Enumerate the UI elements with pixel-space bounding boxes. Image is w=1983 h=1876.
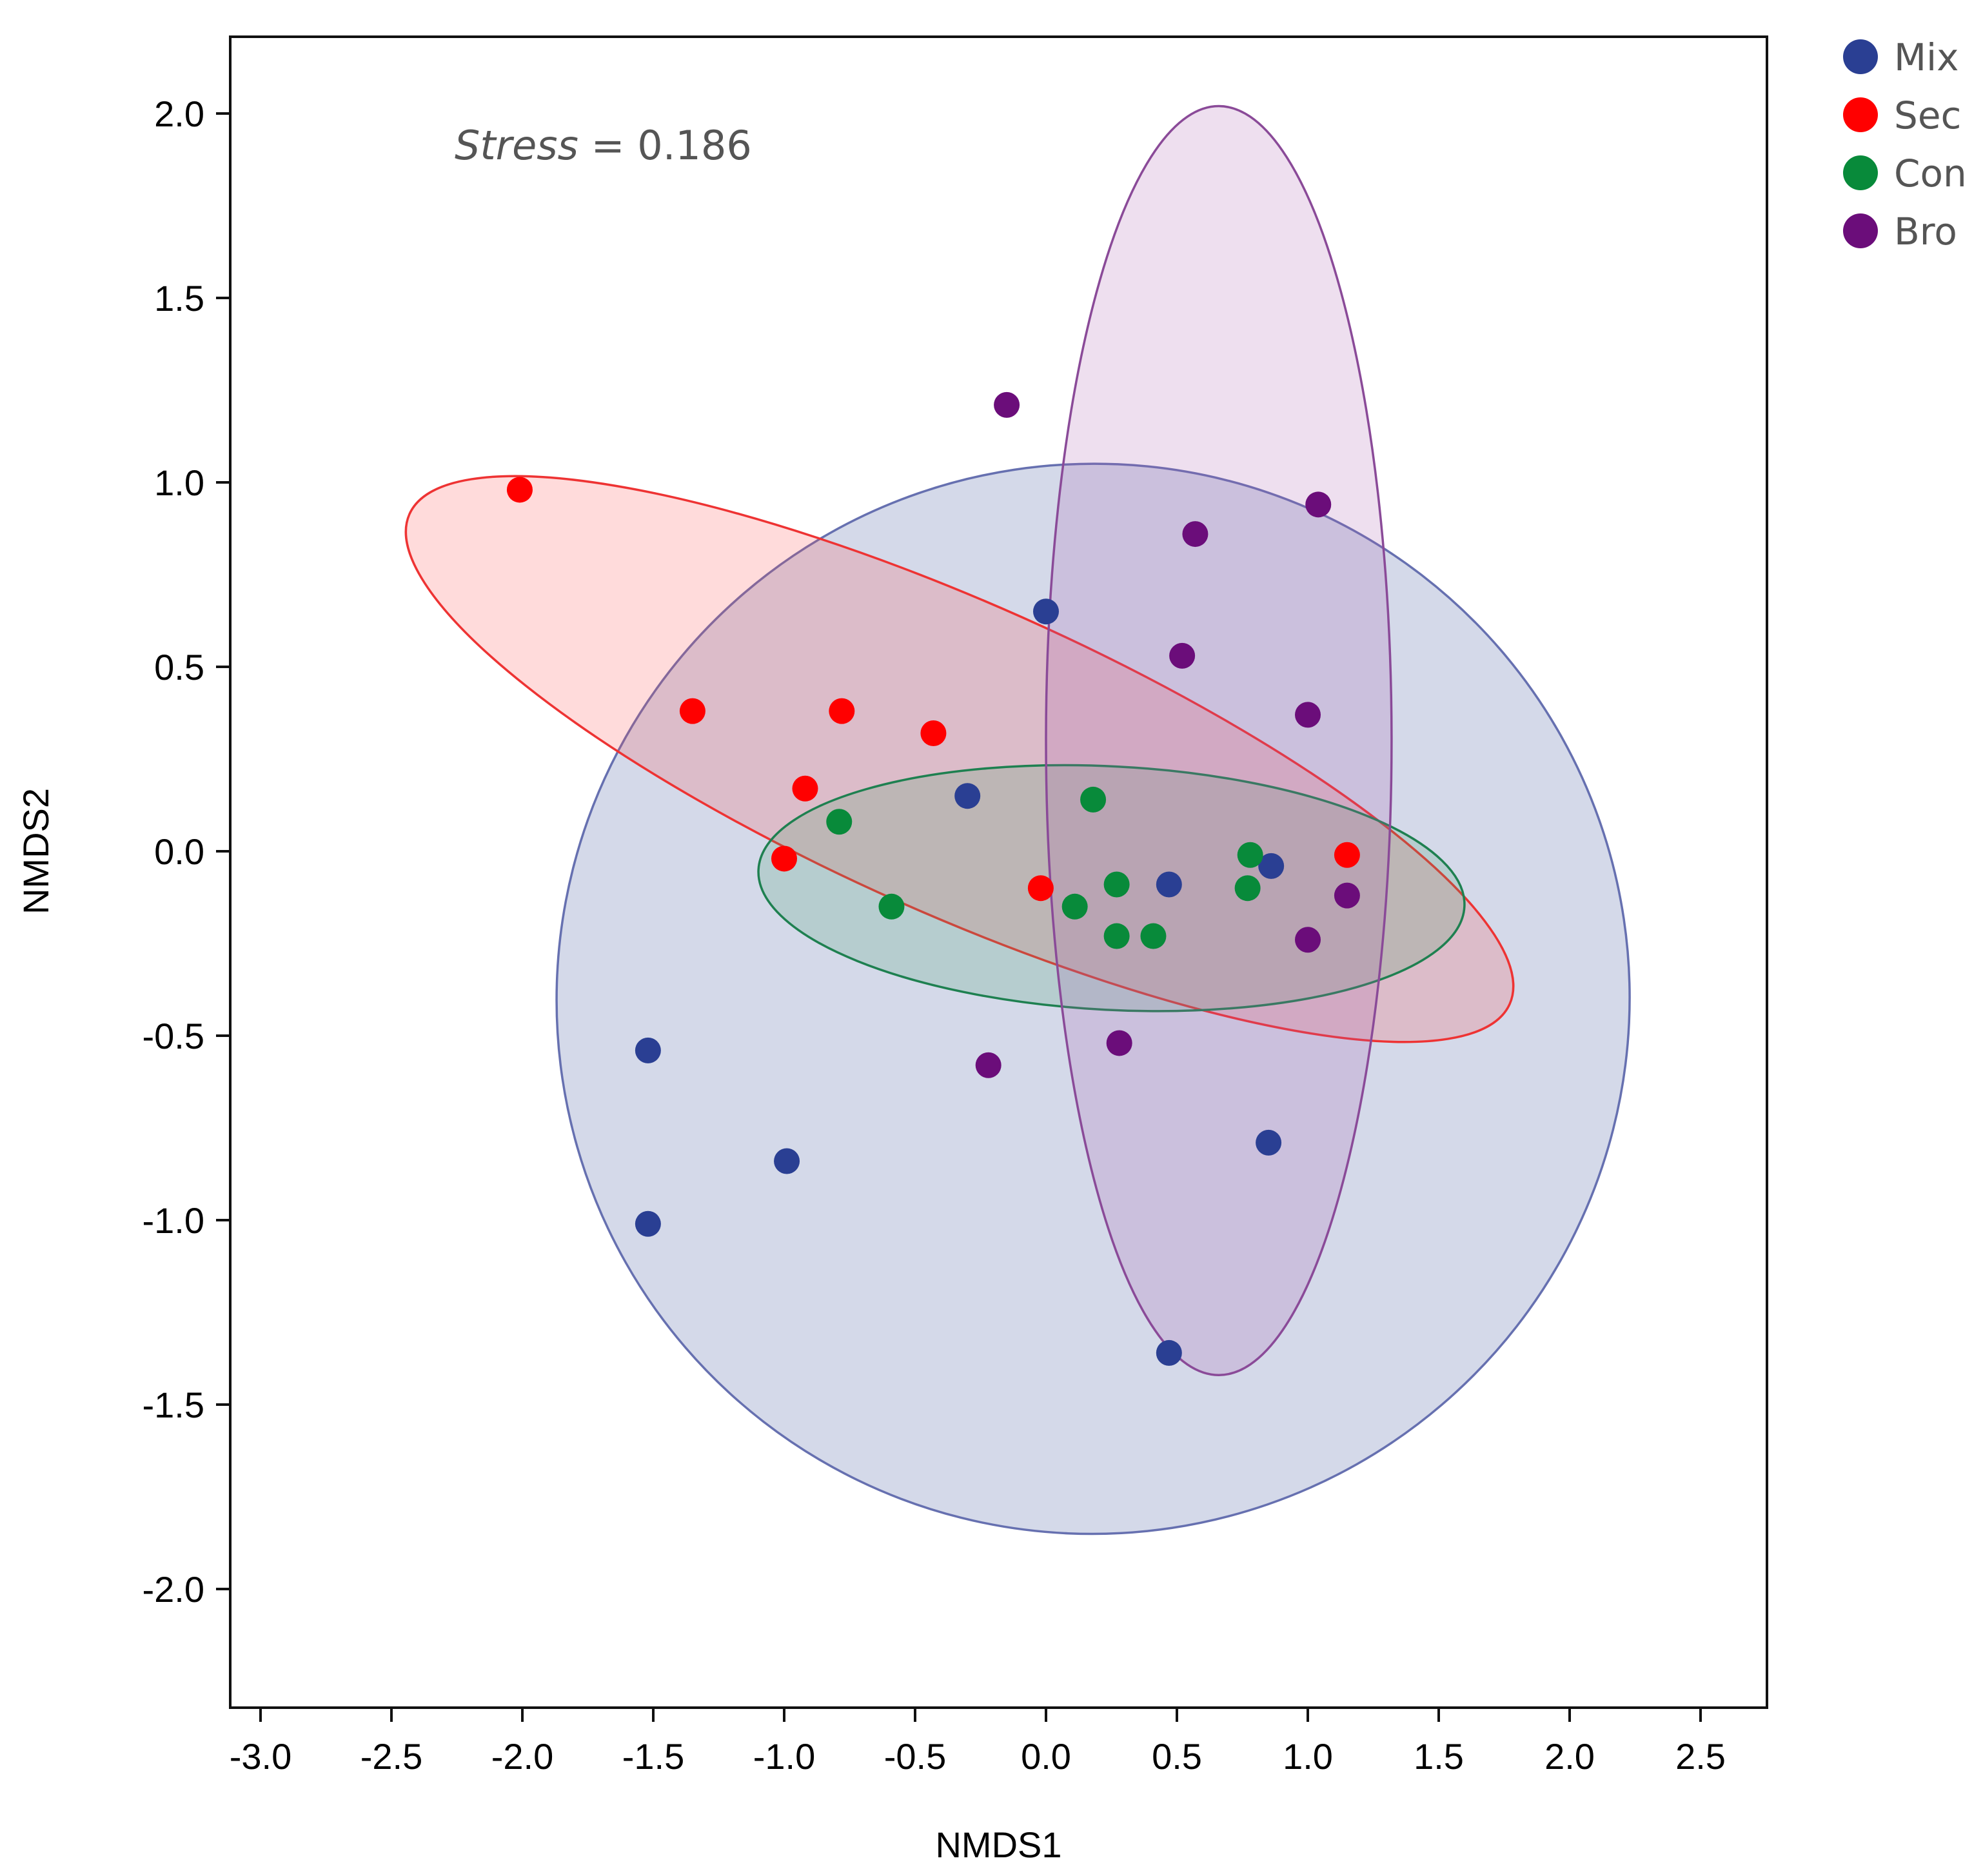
x-tick-label-8: 0.5 <box>1152 1736 1202 1777</box>
point-con-7 <box>1140 923 1167 949</box>
legend-marker-mix <box>1843 39 1878 74</box>
point-sec-8 <box>1334 842 1360 868</box>
point-sec-6 <box>771 845 797 872</box>
legend-label-mix: Mix <box>1894 35 1958 79</box>
x-tick-label-5: -1.0 <box>753 1736 816 1777</box>
point-con-1 <box>826 809 853 835</box>
point-bro-4 <box>1169 642 1196 669</box>
point-sec-4 <box>920 720 947 746</box>
stress-value: 0.186 <box>637 122 752 169</box>
point-mix-6 <box>774 1148 800 1174</box>
point-con-4 <box>1061 893 1088 920</box>
x-tick-label-9: 1.0 <box>1283 1736 1333 1777</box>
ellipse-layer <box>404 104 1631 1535</box>
point-con-2 <box>1080 786 1107 813</box>
point-bro-2 <box>1305 491 1332 518</box>
x-axis-title: NMDS1 <box>935 1824 1061 1865</box>
point-bro-3 <box>1182 521 1209 548</box>
point-mix-5 <box>635 1037 661 1063</box>
plot-frame <box>229 35 1768 1709</box>
stress-annotation: Stress = 0.186 <box>455 122 752 169</box>
point-mix-8 <box>1256 1129 1282 1156</box>
point-bro-8 <box>975 1052 1001 1078</box>
point-con-9 <box>1234 875 1261 902</box>
ellipse-bro <box>1045 104 1393 1376</box>
point-con-8 <box>1237 842 1263 868</box>
point-mix-4 <box>1258 853 1285 879</box>
y-tick-label-6: 0.5 <box>154 647 204 687</box>
point-sec-1 <box>506 477 533 503</box>
point-layer <box>506 391 1360 1366</box>
y-axis-title: NMDS2 <box>15 788 56 914</box>
point-mix-3 <box>1156 871 1182 898</box>
legend-marker-con <box>1843 155 1878 190</box>
point-con-5 <box>1103 871 1130 898</box>
point-bro-1 <box>994 391 1020 418</box>
point-sec-7 <box>1027 875 1054 902</box>
legend-label-con: Con <box>1894 152 1967 195</box>
point-bro-9 <box>1106 1030 1132 1056</box>
x-tick-label-2: -2.5 <box>360 1736 423 1777</box>
x-tick-label-1: -3.0 <box>230 1736 292 1777</box>
point-sec-5 <box>792 775 818 802</box>
y-tick-label-2: -1.5 <box>143 1385 205 1425</box>
y-tick-label-8: 1.5 <box>154 278 204 319</box>
point-mix-7 <box>635 1210 661 1237</box>
point-mix-2 <box>954 783 981 809</box>
ellipse-mix <box>555 462 1631 1535</box>
x-tick-label-7: 0.0 <box>1021 1736 1071 1777</box>
legend-label-bro: Bro <box>1894 210 1957 253</box>
y-tick-label-9: 2.0 <box>154 94 204 134</box>
point-sec-2 <box>679 698 705 724</box>
x-tick-label-6: -0.5 <box>884 1736 947 1777</box>
axis-layer: -3.0 -2.5 -2.0 -1.5 -1.0 -0.5 0.0 0.5 1.0 1.5 2.0 2… <box>143 94 1726 1777</box>
legend-label-sec: Sec <box>1894 94 1961 137</box>
y-tick-label-5: 0.0 <box>154 831 204 872</box>
y-tick-label-1: -2.0 <box>143 1569 205 1610</box>
point-mix-1 <box>1033 598 1059 625</box>
y-tick-label-3: -1.0 <box>143 1200 205 1241</box>
x-tick-label-3: -2.0 <box>491 1736 554 1777</box>
stress-label: Stress <box>455 122 578 169</box>
point-sec-3 <box>829 698 855 724</box>
x-tick-label-10: 1.5 <box>1414 1736 1464 1777</box>
x-tick-label-4: -1.5 <box>622 1736 685 1777</box>
y-tick-label-4: -0.5 <box>143 1016 205 1056</box>
point-bro-7 <box>1295 927 1321 953</box>
point-con-3 <box>878 893 905 920</box>
point-bro-5 <box>1295 702 1321 728</box>
point-mix-9 <box>1156 1339 1182 1366</box>
x-tick-label-11: 2.0 <box>1544 1736 1595 1777</box>
legend: Mix Sec Con Bro <box>1843 35 1967 253</box>
x-tick-label-12: 2.5 <box>1675 1736 1726 1777</box>
legend-marker-bro <box>1843 213 1878 248</box>
legend-marker-sec <box>1843 97 1878 132</box>
stress-equals: = <box>578 122 637 169</box>
point-bro-6 <box>1334 882 1360 909</box>
point-con-6 <box>1103 923 1130 949</box>
y-tick-label-7: 1.0 <box>154 462 204 503</box>
